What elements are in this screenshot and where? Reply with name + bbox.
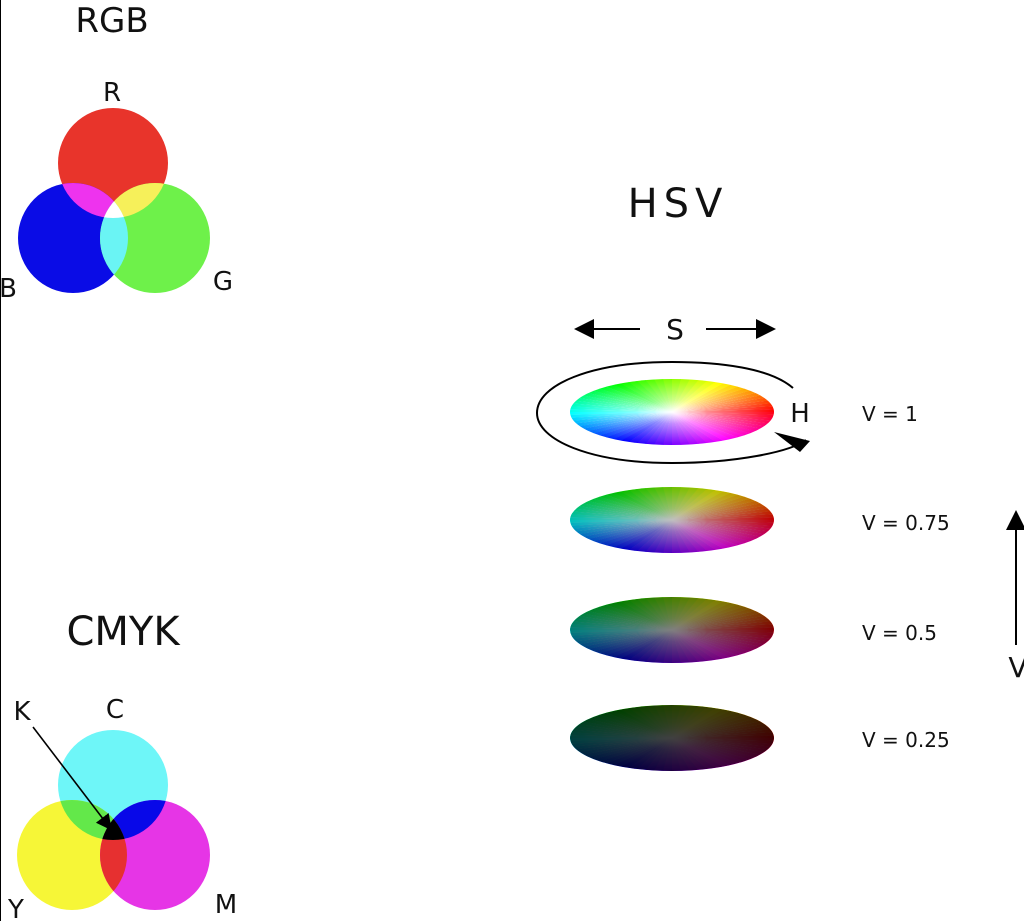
cmyk-section: CMYK K C Y M bbox=[7, 609, 237, 921]
rgb-label-g: G bbox=[213, 267, 233, 297]
hsv-disks bbox=[570, 378, 774, 772]
rgb-overlap-red-green bbox=[100, 183, 168, 218]
cmyk-label-k: K bbox=[13, 697, 31, 727]
cmyk-label-y: Y bbox=[7, 895, 24, 921]
hsv-label-s: S bbox=[666, 313, 684, 346]
hsv-level-label-1: V = 1 bbox=[862, 402, 918, 426]
hsv-level-label-05: V = 0.5 bbox=[862, 621, 937, 645]
cmyk-label-c: C bbox=[106, 695, 124, 725]
saturation-arrow: S bbox=[574, 313, 776, 346]
hsv-disk bbox=[570, 486, 774, 554]
k-pointer-arrow bbox=[32, 726, 112, 831]
hsv-level-label-075: V = 0.75 bbox=[862, 511, 950, 535]
cmyk-label-m: M bbox=[215, 890, 237, 920]
hsv-disk bbox=[570, 596, 774, 664]
hsv-level-label-025: V = 0.25 bbox=[862, 728, 950, 752]
hsv-section: HSV S H V = 1 V = 0.75 V = 0.5 V = 0.25 … bbox=[535, 181, 1024, 772]
hsv-label-v: V bbox=[1008, 651, 1024, 684]
rgb-section: RGB R B G bbox=[0, 1, 233, 304]
cmyk-venn bbox=[17, 730, 210, 910]
cmyk-overlap-cyan-magenta bbox=[100, 800, 168, 840]
value-axis-arrow: V bbox=[1006, 510, 1024, 684]
hsv-disk bbox=[570, 378, 774, 446]
rgb-venn bbox=[18, 108, 210, 293]
rgb-overlap-red-blue bbox=[58, 183, 128, 218]
hsv-title: HSV bbox=[628, 181, 729, 227]
rgb-title: RGB bbox=[75, 1, 148, 41]
rgb-label-b: B bbox=[0, 274, 17, 304]
hue-orbit-arrow: H bbox=[535, 360, 810, 465]
cmyk-title: CMYK bbox=[66, 609, 181, 655]
hsv-disk bbox=[570, 704, 774, 772]
rgb-label-r: R bbox=[103, 78, 121, 108]
hsv-label-h: H bbox=[790, 399, 810, 429]
